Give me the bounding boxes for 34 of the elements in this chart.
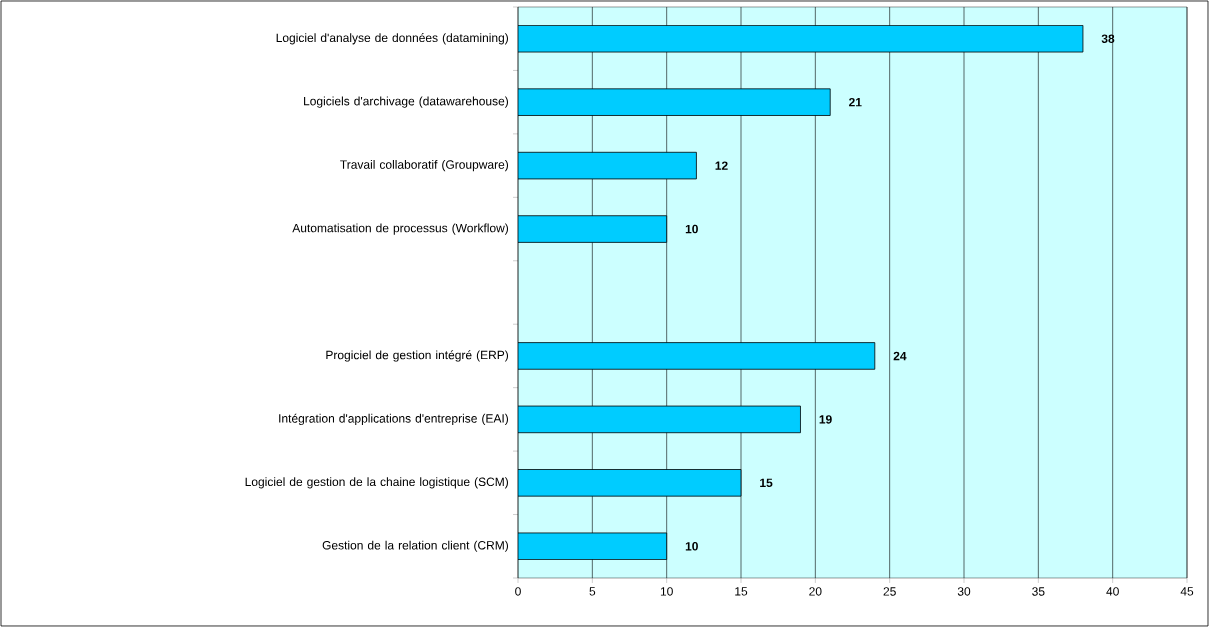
bar: [518, 151, 697, 180]
data-label: 19: [819, 415, 832, 424]
x-tick-label: 30: [957, 587, 971, 596]
bar: [518, 532, 668, 560]
x-tick-label: 0: [515, 587, 521, 596]
bar: [518, 88, 831, 116]
y-tick-label: Gestion de la relation client (CRM): [322, 540, 509, 552]
x-tick-label: 45: [1180, 587, 1194, 596]
data-label: 10: [685, 224, 698, 234]
x-tick-label: 15: [735, 587, 748, 596]
y-tick-label: Travail collaboratif (Groupware): [340, 160, 509, 172]
x-tick-label: 40: [1106, 587, 1119, 596]
x-tick-label: 35: [1032, 587, 1045, 596]
x-tick-label: 20: [809, 587, 822, 596]
data-label: 15: [760, 478, 773, 488]
x-tick-label: 10: [660, 587, 673, 596]
data-label: 21: [849, 97, 862, 107]
bar: [518, 215, 668, 243]
y-tick-label: Logiciel d'analyse de données (datamining): [276, 33, 508, 45]
data-label: 24: [893, 351, 907, 361]
bar: [518, 469, 742, 497]
bar: [518, 405, 801, 434]
x-tick-label: 5: [589, 587, 596, 596]
y-tick-label: Progiciel de gestion intégré (ERP): [326, 350, 509, 362]
data-label: 10: [685, 542, 698, 551]
y-tick-label: Logiciels d'archivage (datawarehouse): [304, 96, 508, 108]
bar: [518, 25, 1084, 53]
bar: [518, 342, 876, 370]
x-tick-label: 25: [883, 587, 896, 596]
y-tick-label: Automatisation de processus (Workflow): [292, 223, 509, 235]
data-label: 12: [715, 161, 728, 170]
data-label: 38: [1101, 34, 1115, 43]
y-tick-label: Intégration d'applications d'entreprise (EAI): [279, 413, 509, 426]
y-tick-label: Logiciel de gestion de la chaine logistique (SCM): [245, 477, 508, 489]
